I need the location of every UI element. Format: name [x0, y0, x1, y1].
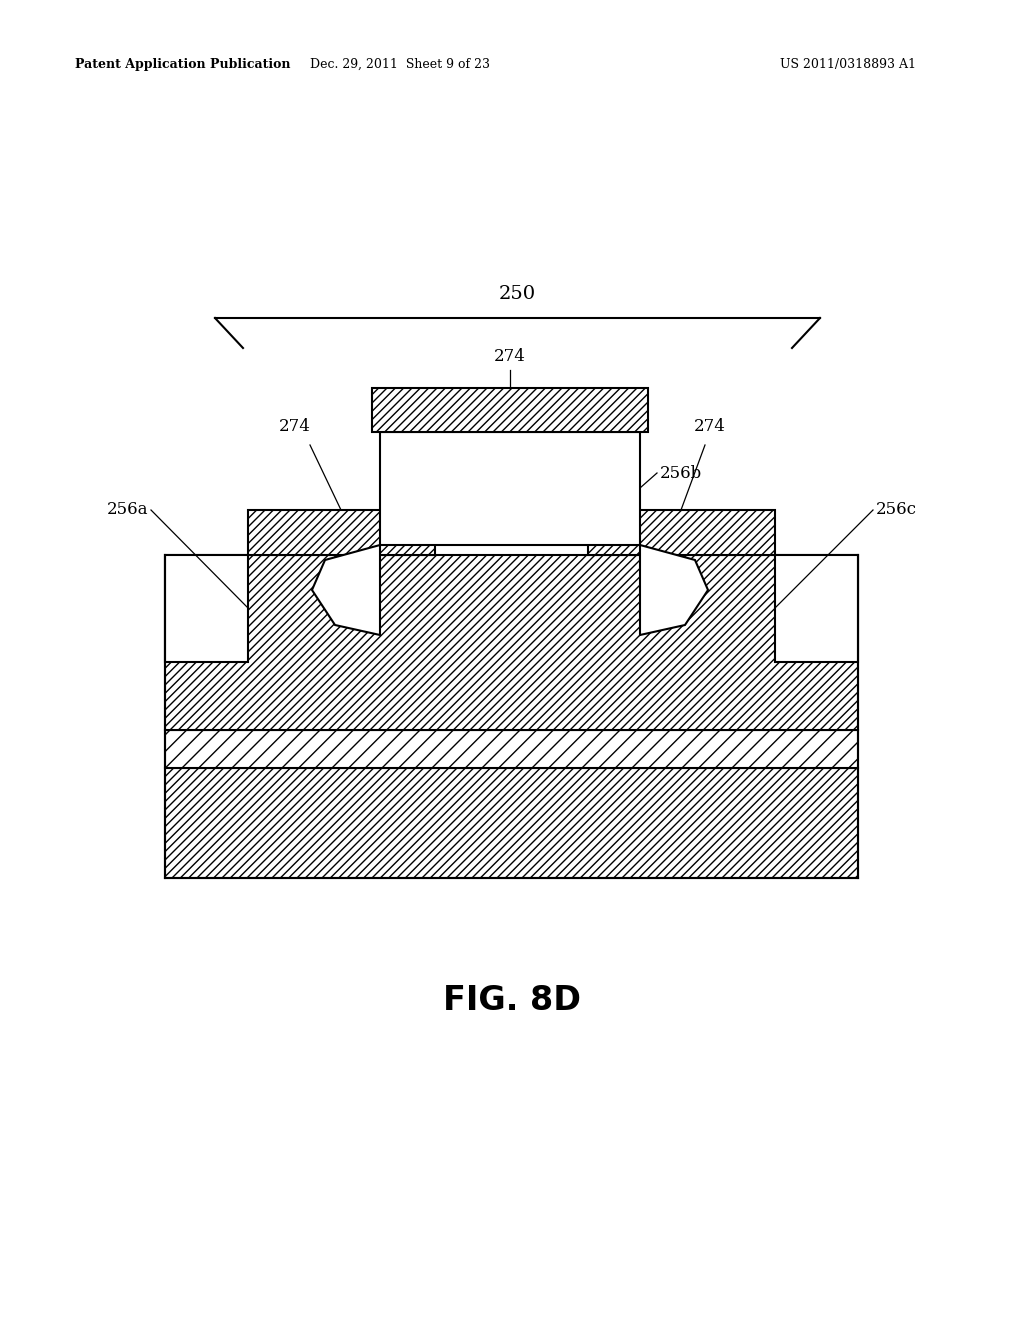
- Text: 274: 274: [280, 418, 311, 436]
- Bar: [775, 554, 858, 663]
- Polygon shape: [312, 545, 380, 635]
- Text: 250: 250: [499, 285, 536, 304]
- Bar: [165, 768, 858, 878]
- Bar: [248, 510, 435, 554]
- Text: 274: 274: [694, 418, 726, 436]
- Text: Patent Application Publication: Patent Application Publication: [75, 58, 291, 71]
- Text: 256a: 256a: [106, 502, 148, 519]
- Bar: [165, 730, 858, 768]
- Bar: [165, 554, 858, 730]
- Bar: [165, 554, 248, 663]
- Bar: [380, 432, 640, 545]
- Text: FIG. 8D: FIG. 8D: [443, 983, 581, 1016]
- Text: 256b: 256b: [660, 465, 702, 482]
- Text: Dec. 29, 2011  Sheet 9 of 23: Dec. 29, 2011 Sheet 9 of 23: [310, 58, 490, 71]
- Bar: [372, 388, 648, 432]
- Bar: [588, 510, 775, 554]
- Text: 274: 274: [494, 348, 526, 366]
- Polygon shape: [640, 545, 708, 635]
- Text: 256c: 256c: [876, 502, 918, 519]
- Text: US 2011/0318893 A1: US 2011/0318893 A1: [780, 58, 916, 71]
